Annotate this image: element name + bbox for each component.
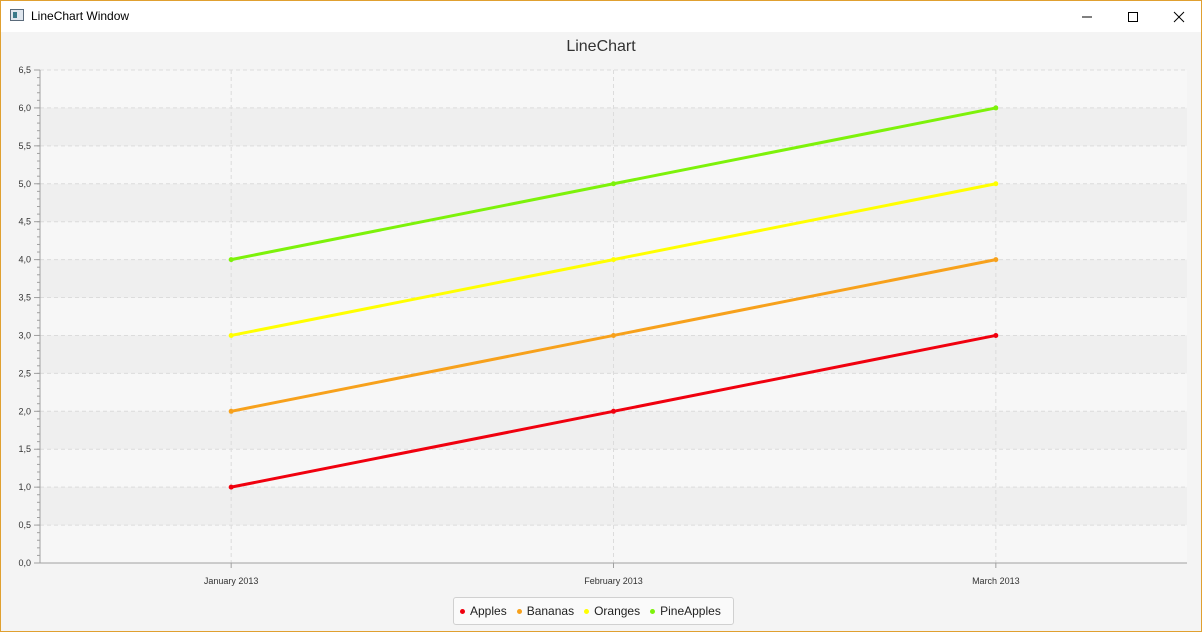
y-tick-label: 2,5 xyxy=(18,368,31,378)
data-point-pineapples xyxy=(993,105,999,111)
legend-item-bananas: Bananas xyxy=(516,604,575,618)
legend-marker-icon xyxy=(650,608,656,614)
data-point-bananas xyxy=(611,332,616,338)
y-tick-label: 0,5 xyxy=(18,520,31,530)
y-tick-label: 0,0 xyxy=(18,558,31,568)
legend-marker-icon xyxy=(584,608,590,614)
window-title: LineChart Window xyxy=(31,9,130,23)
data-point-apples xyxy=(611,408,616,414)
legend-label: Bananas xyxy=(526,604,575,618)
data-point-apples xyxy=(993,332,999,338)
legend-label: Apples xyxy=(470,604,507,618)
data-point-apples xyxy=(228,484,234,490)
y-tick-label: 3,0 xyxy=(18,330,31,340)
y-tick-label: 1,5 xyxy=(18,444,31,454)
maximize-icon xyxy=(1128,11,1138,22)
data-point-oranges xyxy=(228,332,234,338)
y-tick-label: 2,0 xyxy=(18,406,31,416)
data-point-bananas xyxy=(228,408,234,414)
title-bar: LineChart Window xyxy=(1,1,1201,32)
legend-label: PineApples xyxy=(660,604,721,618)
y-tick-label: 4,0 xyxy=(18,255,31,265)
data-point-bananas xyxy=(993,257,999,263)
app-icon xyxy=(10,9,24,21)
legend-label: Oranges xyxy=(594,604,641,618)
y-tick-label: 6,5 xyxy=(18,65,31,75)
legend-item-oranges: Oranges xyxy=(584,604,640,618)
y-tick-label: 5,0 xyxy=(18,179,31,189)
y-tick-label: 3,5 xyxy=(18,293,31,303)
legend-item-pineapples: PineApples xyxy=(650,604,721,618)
close-button[interactable] xyxy=(1156,1,1202,32)
x-tick-label: February 2013 xyxy=(584,576,643,586)
legend-item-apples: Apples xyxy=(460,604,507,618)
maximize-button[interactable] xyxy=(1110,1,1156,32)
x-tick-label: March 2013 xyxy=(972,576,1020,586)
y-tick-label: 1,0 xyxy=(18,482,31,492)
y-tick-label: 5,5 xyxy=(18,141,31,151)
data-point-pineapples xyxy=(228,257,234,263)
data-point-oranges xyxy=(993,181,999,187)
minimize-icon xyxy=(1082,16,1092,17)
grid-band xyxy=(40,259,1187,298)
minimize-button[interactable] xyxy=(1064,1,1110,32)
chart-legend: Apples Bananas Oranges PineApples xyxy=(453,597,734,625)
chart-title: LineChart xyxy=(566,38,636,55)
y-tick-label: 4,5 xyxy=(18,217,31,227)
legend-marker-icon xyxy=(460,608,465,614)
data-point-oranges xyxy=(611,257,616,263)
x-tick-label: January 2013 xyxy=(204,576,259,586)
legend-marker-icon xyxy=(516,608,522,614)
y-tick-label: 6,0 xyxy=(18,103,31,113)
close-icon xyxy=(1173,11,1185,22)
data-point-pineapples xyxy=(611,181,616,187)
